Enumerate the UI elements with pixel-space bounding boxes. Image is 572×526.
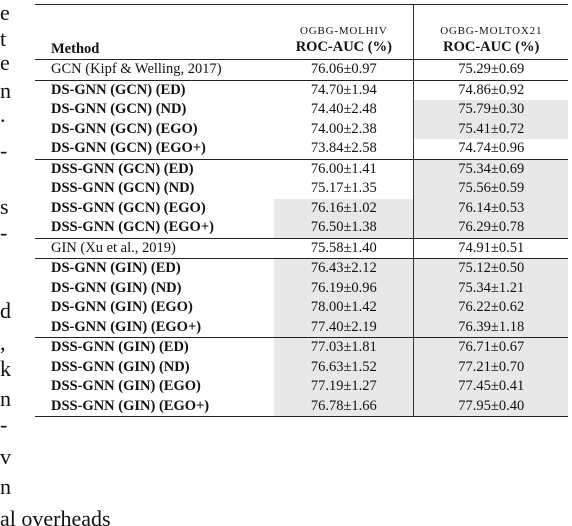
moltox21-dataset-label: OGBG-MOLTOX21 — [440, 25, 543, 37]
moltox21-value-cell: 75.79±0.30 — [413, 100, 568, 120]
margin-text-fragment: e — [0, 52, 10, 74]
margin-text-fragment: n — [0, 476, 11, 498]
margin-text-fragment: - — [0, 414, 8, 436]
molhiv-value-cell: 74.00±2.38 — [310, 120, 377, 137]
molhiv-value-cell: 76.63±1.52 — [274, 357, 414, 377]
method-cell: DSS-GNN (GIN) (EGO) — [51, 378, 201, 394]
molhiv-value-cell: 76.19±0.96 — [274, 278, 414, 298]
moltox21-column-header: OGBG-MOLTOX21 ROC-AUC (%) — [413, 4, 568, 60]
method-cell: DSS-GNN (GIN) (ED) — [35, 337, 275, 358]
margin-text-fragment: - — [0, 222, 8, 244]
molhiv-value-cell: 73.84±2.58 — [310, 140, 377, 156]
method-cell: GCN (Kipf & Welling, 2017) — [35, 59, 275, 80]
molhiv-value-cell: 76.00±1.41 — [274, 158, 414, 179]
molhiv-value-cell: 77.03±1.81 — [274, 337, 414, 358]
moltox21-value-cell: 75.41±0.72 — [413, 119, 568, 139]
table-row: DSS-GNN (GIN) (EGO+) 76.78±1.66 77.95±0.40 — [35, 396, 568, 417]
moltox21-value-cell: 77.45±0.41 — [413, 377, 568, 397]
bottom-text-fragment: al overheads — [0, 508, 111, 526]
method-cell: DS-GNN (GIN) (ED) — [35, 258, 275, 279]
table-row: DSS-GNN (GCN) (EGO+) 76.50±1.38 76.29±0.78 — [35, 218, 568, 238]
method-cell: DS-GNN (GCN) (EGO+) — [51, 140, 206, 156]
molhiv-value-cell: 76.16±1.02 — [274, 198, 414, 218]
method-column-header: Method — [35, 4, 275, 60]
method-cell: DSS-GNN (GCN) (EGO+) — [51, 219, 214, 235]
table-row: DS-GNN (GCN) (ED) 74.70±1.94 74.86±0.92 — [35, 79, 568, 100]
table-header-row: Method OGBG-MOLHIV ROC-AUC (%) OGBG-MOLT… — [35, 4, 568, 60]
moltox21-value-cell: 75.29±0.69 — [413, 59, 568, 80]
table-row: DS-GNN (GCN) (EGO) 74.00±2.38 75.41±0.72 — [35, 119, 568, 139]
moltox21-value-cell: 75.12±0.50 — [413, 258, 568, 279]
moltox21-value-cell: 75.34±0.69 — [413, 158, 568, 179]
molhiv-dataset-label: OGBG-MOLHIV — [300, 25, 388, 37]
margin-text-fragment: . — [0, 104, 6, 126]
table-row: DSS-GNN (GCN) (ED) 76.00±1.41 75.34±0.69 — [35, 158, 568, 179]
results-table: Method OGBG-MOLHIV ROC-AUC (%) OGBG-MOLT… — [35, 4, 568, 417]
moltox21-value-cell: 76.71±0.67 — [413, 337, 568, 358]
molhiv-value-cell: 76.78±1.66 — [274, 396, 414, 417]
moltox21-metric-label: ROC-AUC (%) — [443, 39, 540, 55]
method-cell: DS-GNN (GCN) (ND) — [51, 101, 187, 117]
molhiv-value-cell: 77.40±2.19 — [274, 317, 414, 338]
moltox21-value-cell: 77.21±0.70 — [413, 357, 568, 377]
margin-text-fragment: e — [0, 2, 10, 24]
margin-text-fragment: n — [0, 80, 11, 102]
moltox21-value-cell: 76.22±0.62 — [413, 298, 568, 318]
molhiv-value-cell: 75.58±1.40 — [274, 237, 414, 259]
method-cell: DS-GNN (GCN) (EGO) — [51, 120, 198, 137]
table-body: GCN (Kipf & Welling, 2017) 76.06±0.97 75.2… — [35, 59, 568, 417]
molhiv-value-cell: 78.00±1.42 — [274, 298, 414, 318]
table-row: DS-GNN (GIN) (ED) 76.43±2.12 75.12±0.50 — [35, 258, 568, 279]
molhiv-column-header: OGBG-MOLHIV ROC-AUC (%) — [274, 4, 414, 60]
method-cell: DSS-GNN (GCN) (ND) — [51, 180, 195, 196]
molhiv-value-cell: 77.19±1.27 — [274, 377, 414, 397]
moltox21-value-cell: 74.86±0.92 — [413, 79, 568, 100]
moltox21-value-cell: 75.56±0.59 — [413, 179, 568, 199]
molhiv-value-cell: 74.40±2.48 — [310, 101, 377, 117]
margin-text-fragment: s — [0, 196, 9, 218]
moltox21-value-cell: 76.39±1.18 — [413, 317, 568, 338]
method-cell: GIN (Xu et al., 2019) — [35, 237, 275, 259]
moltox21-value-cell: 74.91±0.51 — [413, 237, 568, 259]
molhiv-value-cell: 76.43±2.12 — [274, 258, 414, 279]
margin-text-fragment: v — [0, 446, 11, 468]
molhiv-metric-label: ROC-AUC (%) — [295, 39, 392, 55]
molhiv-value-cell: 76.06±0.97 — [274, 59, 414, 80]
method-cell: DS-GNN (GIN) (ND) — [51, 279, 182, 296]
table-row: DS-GNN (GIN) (ND) 76.19±0.96 75.34±1.21 — [35, 278, 568, 298]
method-cell: DSS-GNN (GIN) (ND) — [51, 358, 190, 375]
margin-text-fragment: d — [0, 300, 11, 322]
table-row: DS-GNN (GCN) (ND) 74.40±2.48 75.79±0.30 — [35, 100, 568, 120]
molhiv-value-cell: 75.17±1.35 — [310, 180, 377, 196]
method-cell: DSS-GNN (GIN) (EGO+) — [35, 396, 275, 417]
method-cell: DS-GNN (GCN) (ED) — [35, 79, 275, 100]
table-row: DSS-GNN (GIN) (ED) 77.03±1.81 76.71±0.67 — [35, 337, 568, 358]
table-row: DS-GNN (GIN) (EGO) 78.00±1.42 76.22±0.62 — [35, 298, 568, 318]
table-row: DSS-GNN (GIN) (EGO) 77.19±1.27 77.45±0.41 — [35, 377, 568, 397]
table-row: DSS-GNN (GCN) (ND) 75.17±1.35 75.56±0.59 — [35, 179, 568, 199]
moltox21-value-cell: 76.29±0.78 — [413, 218, 568, 238]
margin-text-fragment: - — [0, 140, 8, 162]
table-row: DS-GNN (GIN) (EGO+) 77.40±2.19 76.39±1.18 — [35, 317, 568, 338]
margin-text-fragment: n — [0, 388, 11, 410]
method-cell: DSS-GNN (GCN) (EGO) — [51, 199, 206, 216]
margin-text-fragment: k — [0, 358, 11, 380]
table-row: GIN (Xu et al., 2019) 75.58±1.40 74.91±0.5… — [35, 237, 568, 259]
molhiv-value-cell: 74.70±1.94 — [274, 79, 414, 100]
method-cell: DS-GNN (GIN) (EGO) — [51, 299, 193, 315]
method-cell: DS-GNN (GIN) (EGO+) — [51, 318, 202, 335]
table-row: DSS-GNN (GIN) (ND) 76.63±1.52 77.21±0.70 — [35, 357, 568, 377]
moltox21-value-cell: 76.14±0.53 — [413, 198, 568, 218]
table-row: DSS-GNN (GCN) (EGO) 76.16±1.02 76.14±0.53 — [35, 198, 568, 218]
table-row: DS-GNN (GCN) (EGO+) 73.84±2.58 74.74±0.96 — [35, 139, 568, 159]
method-cell: DSS-GNN (GCN) (ED) — [35, 158, 275, 179]
table-row: GCN (Kipf & Welling, 2017) 76.06±0.97 75.2… — [35, 59, 568, 80]
molhiv-value-cell: 76.50±1.38 — [274, 218, 414, 238]
moltox21-value-cell: 74.74±0.96 — [413, 139, 568, 159]
moltox21-value-cell: 75.34±1.21 — [413, 278, 568, 298]
moltox21-value-cell: 77.95±0.40 — [413, 396, 568, 417]
margin-text-fragment: t — [0, 28, 7, 50]
margin-text-fragment: , — [0, 332, 6, 354]
